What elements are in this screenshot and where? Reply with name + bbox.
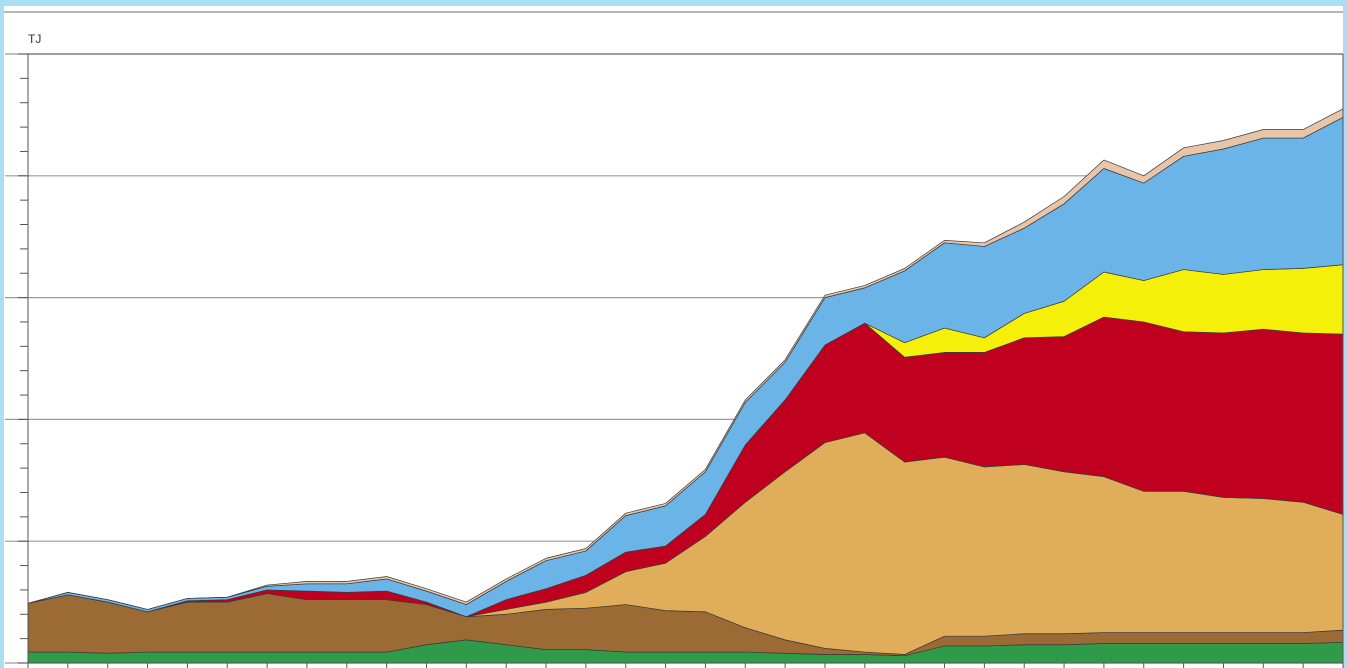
left-band	[0, 0, 4, 668]
right-band	[1343, 0, 1347, 668]
top-band	[0, 0, 1347, 6]
y-axis-label: TJ	[28, 32, 41, 46]
